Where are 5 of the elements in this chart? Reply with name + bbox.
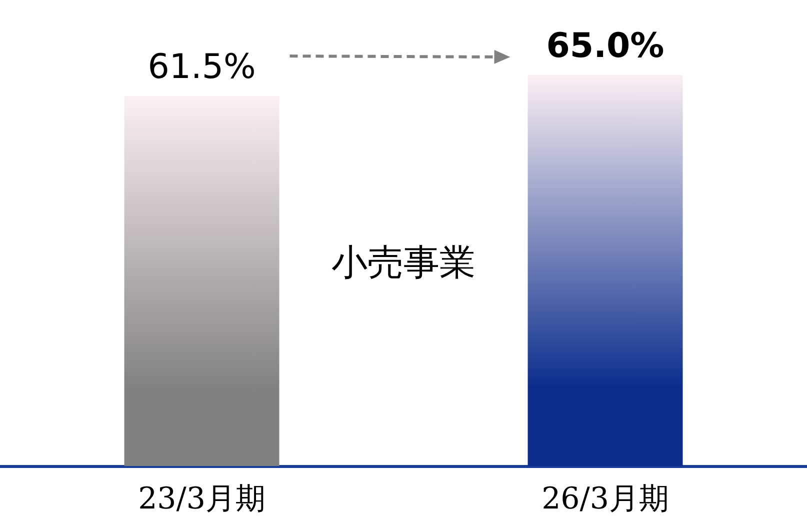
x-tick-label: 26/3月期 (542, 482, 669, 516)
x-tick-label: 23/3月期 (138, 482, 266, 516)
data-label: 61.5% (148, 47, 256, 88)
data-label: 65.0% (546, 26, 664, 66)
annotation: 小売事業 (332, 242, 476, 284)
